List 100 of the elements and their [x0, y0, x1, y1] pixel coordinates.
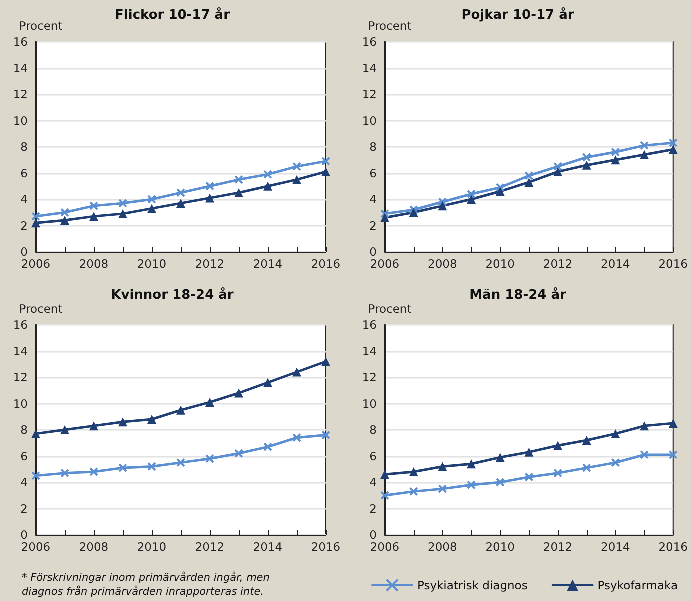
point — [148, 462, 156, 472]
legend-label: Psykiatrisk diagnos — [417, 578, 528, 592]
point — [60, 468, 70, 478]
point — [60, 426, 70, 434]
point — [90, 212, 98, 222]
point — [554, 167, 563, 176]
point — [554, 441, 563, 450]
y-tick-label: 16 — [362, 35, 377, 49]
point — [264, 442, 272, 452]
point — [292, 162, 302, 172]
chart-title: Kvinnor 18-24 år — [111, 287, 234, 303]
point — [496, 183, 505, 192]
point — [118, 418, 128, 427]
point — [234, 388, 244, 398]
y-axis-title: Procent — [19, 19, 64, 33]
point — [234, 188, 244, 198]
point — [524, 178, 534, 187]
x-tick-label: 2014 — [601, 540, 630, 554]
point — [611, 148, 620, 157]
point — [438, 484, 448, 494]
y-tick-label: 2 — [370, 218, 377, 233]
x-tick-label: 2012 — [195, 257, 225, 271]
point — [90, 202, 98, 211]
y-tick-label: 0 — [20, 245, 28, 259]
y-tick-label: 14 — [362, 61, 377, 76]
y-tick-label: 2 — [20, 218, 28, 233]
point — [438, 202, 448, 211]
point — [467, 195, 476, 204]
y-tick-label: 14 — [13, 61, 28, 76]
y-tick-label: 10 — [13, 396, 28, 411]
y-tick-label: 10 — [362, 114, 377, 128]
point — [148, 195, 156, 204]
point — [524, 171, 534, 180]
point — [234, 175, 244, 184]
point — [668, 418, 678, 428]
point — [60, 208, 70, 218]
y-tick-label: 6 — [20, 449, 28, 464]
point — [582, 153, 592, 162]
text: * Förskrivningar inom primärvården ingår, men diagnos från primärvården inrapporteras inte. — [22, 571, 274, 598]
point — [234, 449, 244, 458]
point — [668, 138, 678, 148]
point — [264, 170, 272, 180]
y-tick-label: 12 — [362, 370, 377, 384]
x-tick-label: 2012 — [195, 540, 225, 554]
point — [582, 160, 592, 170]
x-tick-label: 2010 — [486, 257, 515, 271]
point — [438, 462, 448, 472]
point — [524, 472, 534, 482]
y-axis-title: Procent — [368, 19, 412, 33]
point — [176, 458, 186, 468]
point — [380, 491, 390, 500]
y-axis-title: Procent — [19, 302, 64, 316]
point — [206, 454, 214, 464]
x-tick-label: 2006 — [21, 540, 51, 554]
point — [176, 188, 186, 198]
point — [409, 206, 418, 214]
x-tick-label: 2014 — [253, 257, 283, 271]
y-tick-label: 6 — [20, 166, 28, 180]
y-tick-label: 14 — [362, 344, 377, 358]
x-tick-label: 2014 — [253, 540, 283, 554]
chart-title: Flickor 10-17 år — [115, 7, 231, 23]
point — [409, 208, 418, 218]
x-tick-label: 2008 — [428, 257, 458, 271]
x-tick-label: 2006 — [370, 257, 400, 271]
point — [32, 218, 40, 228]
x-tick-label: 2010 — [486, 540, 515, 554]
point — [611, 429, 620, 438]
y-tick-label: 10 — [13, 114, 28, 128]
point — [118, 209, 128, 218]
point — [496, 478, 505, 487]
y-tick-label: 6 — [370, 449, 377, 464]
point — [496, 187, 505, 196]
point — [176, 406, 186, 415]
y-tick-label: 4 — [20, 192, 28, 206]
point — [640, 422, 650, 431]
y-tick-label: 12 — [13, 370, 28, 384]
point — [668, 145, 678, 154]
point — [148, 415, 156, 424]
y-tick-label: 4 — [370, 192, 377, 206]
point — [582, 464, 592, 473]
chart-title: Pojkar 10-17 år — [462, 7, 575, 23]
point — [380, 209, 390, 218]
legend-label: Psykofarmaka — [598, 578, 678, 592]
point — [582, 436, 592, 445]
y-tick-label: 2 — [370, 502, 377, 516]
point — [409, 468, 418, 476]
y-tick-label: 16 — [362, 318, 377, 332]
point — [292, 433, 302, 442]
point — [264, 378, 272, 388]
point — [467, 480, 476, 490]
point — [524, 448, 534, 457]
point — [176, 198, 186, 208]
chart-title: Män 18-24 år — [470, 287, 567, 303]
point — [554, 162, 563, 172]
x-tick-label: 2014 — [601, 257, 630, 271]
x-tick-label: 2008 — [428, 540, 458, 554]
x-tick-label: 2008 — [79, 257, 109, 271]
y-tick-label: 8 — [20, 423, 28, 437]
point — [90, 422, 98, 431]
point — [60, 216, 70, 225]
